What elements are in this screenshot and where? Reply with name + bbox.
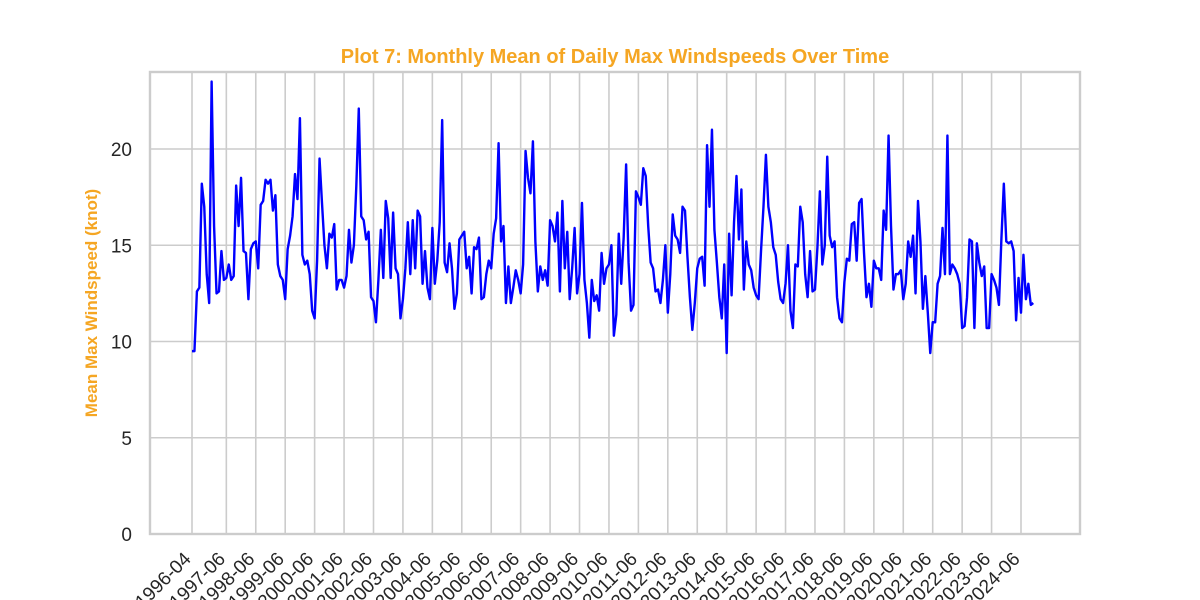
grid-lines xyxy=(150,72,1080,535)
y-axis-label: Mean Max Windspeed (knot) xyxy=(82,189,101,417)
chart-title: Plot 7: Monthly Mean of Daily Max Windsp… xyxy=(341,46,889,68)
y-tick-label: 10 xyxy=(111,333,132,354)
series-line xyxy=(192,80,1035,355)
y-axis-ticks: 0 5 10 15 20 xyxy=(111,140,132,546)
y-tick-label: 20 xyxy=(111,140,132,161)
plot-border xyxy=(148,70,1082,536)
plot-frame xyxy=(148,70,1082,536)
y-tick-label: 15 xyxy=(111,236,132,257)
series-layer xyxy=(192,80,1035,355)
y-tick-label: 5 xyxy=(121,429,132,450)
y-tick-label: 0 xyxy=(121,525,132,546)
x-axis-ticks: 1996-041997-061998-061999-062000-062001-… xyxy=(131,548,1024,600)
